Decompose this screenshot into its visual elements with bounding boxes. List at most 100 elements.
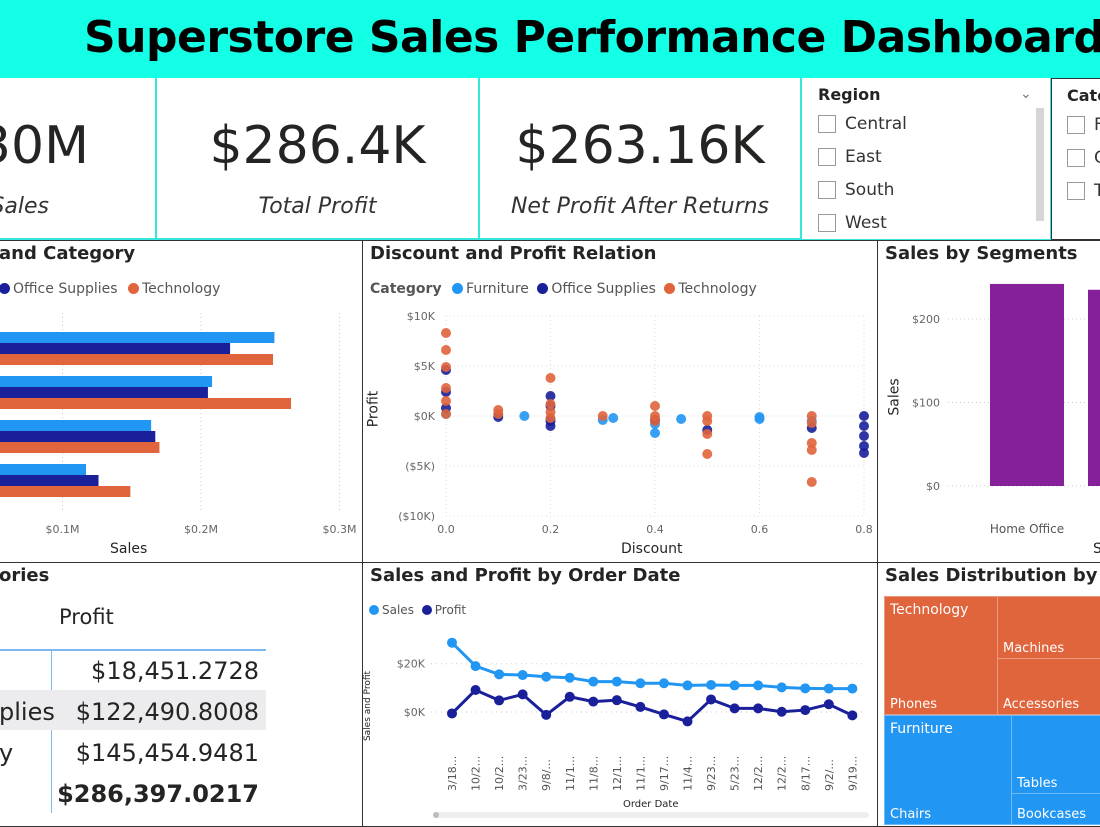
group-label: Furniture (890, 721, 953, 737)
bar-furniture (0, 376, 213, 387)
data-point-sales (658, 678, 669, 689)
item-label: Central (845, 114, 907, 134)
scatter-point-technology (702, 416, 713, 426)
data-point-sales (611, 676, 622, 687)
data-point-profit (729, 703, 740, 714)
x-tick-label: 0.4 (646, 523, 664, 536)
x-tick-label: 11/1... (564, 756, 577, 791)
horizontal-scrollbar[interactable] (433, 812, 869, 818)
table-row[interactable]: $18,451.2728 (0, 651, 266, 692)
data-point-profit (847, 710, 858, 721)
scatter-point-furniture (608, 413, 619, 423)
cell-profit: $18,451.2728 (91, 657, 259, 685)
slicer-item[interactable]: O (1067, 148, 1100, 170)
item-label: T (1094, 181, 1100, 201)
chart-title: Sales by Segments (885, 243, 1078, 264)
checkbox[interactable] (818, 181, 836, 199)
table-row[interactable]: plies $122,490.8008 (0, 692, 266, 733)
data-point-profit (706, 694, 717, 705)
scatter-plot: $10K $5K $0K ($5K) ($10K)0.0 0.2 0.4 0.6 0.8 (398, 310, 873, 536)
checkbox[interactable] (1067, 182, 1085, 200)
cell-total: $286,397.0217 (57, 780, 259, 808)
slicer-item-west[interactable]: West (818, 213, 887, 235)
kpi-label: Net Profit After Returns (510, 194, 770, 219)
y-tick-label: $0K (404, 706, 426, 719)
data-point-sales (729, 680, 740, 691)
slicer-title: Region (818, 85, 881, 104)
bar-furniture (0, 332, 275, 343)
slicer-scrollbar[interactable] (1036, 108, 1044, 221)
row-highlight (0, 690, 266, 730)
slicer-item[interactable]: T (1067, 181, 1100, 203)
legend-label: Office Supplies (13, 281, 118, 297)
cell-category: y (0, 739, 14, 767)
x-axis-title: Order Date (623, 799, 679, 810)
treemap-tile-bookcases[interactable]: Bookcases (1011, 793, 1100, 825)
chart-title: Sales and Profit by Order Date (370, 565, 681, 586)
scatter-point-office_supplies (859, 411, 869, 421)
legend-label: Technology (678, 281, 757, 297)
slicer-item-east[interactable]: East (818, 147, 882, 169)
data-point-profit (658, 709, 669, 720)
data-point-sales (847, 683, 858, 694)
chart-title: and Category (0, 243, 136, 264)
scatter-point-office_supplies (859, 441, 869, 451)
legend-label: Profit (434, 603, 467, 617)
bar-furniture (0, 420, 152, 431)
scrollbar-thumb[interactable] (433, 812, 439, 818)
checkbox[interactable] (1067, 149, 1085, 167)
treemap-tile-machines[interactable]: Machines (997, 596, 1100, 659)
tile-label: Machines (1003, 641, 1065, 656)
x-tick-label: 9/17... (658, 756, 671, 791)
item-label: South (845, 180, 895, 200)
data-point-sales (517, 670, 528, 681)
treemap-tile-tables[interactable]: Tables (1011, 715, 1100, 794)
table-total-row: $286,397.0217 (0, 774, 266, 815)
data-point-sales (564, 672, 575, 683)
x-axis-title: Sales (110, 541, 148, 557)
x-tick-label: 11/4... (682, 756, 695, 791)
checkbox[interactable] (1067, 116, 1085, 134)
checkbox[interactable] (818, 214, 836, 232)
sales-by-region-category-chart: and Category Office Supplies Technology … (0, 240, 363, 563)
scatter-point-office_supplies (859, 421, 869, 431)
bar-furniture (0, 464, 87, 475)
scatter-point-technology (441, 345, 451, 355)
region-slicer: Region ⌄ Central East South West (801, 78, 1051, 240)
scatter-point-technology (702, 449, 713, 459)
scatter-point-furniture (650, 428, 660, 438)
y-tick-label: ($5K) (405, 460, 435, 473)
x-axis-title: Discount (621, 541, 683, 557)
y-axis-title: Sales (886, 378, 903, 416)
slicer-item-central[interactable]: Central (818, 114, 907, 136)
data-point-profit (635, 701, 646, 712)
scatter-point-technology (650, 401, 660, 411)
data-point-profit (611, 695, 622, 706)
y-tick-label: $0K (414, 410, 436, 423)
data-point-sales (706, 679, 717, 690)
checkbox[interactable] (818, 115, 836, 133)
segment-bar (990, 283, 1064, 486)
treemap-tile-phones[interactable]: Technology Phones (884, 596, 998, 715)
table-body: $18,451.2728 plies $122,490.8008 y $145,45… (0, 651, 266, 815)
checkbox[interactable] (818, 148, 836, 166)
bar-office_supplies (0, 387, 208, 398)
column-header-profit[interactable]: Profit (59, 605, 114, 629)
treemap-tile-chairs[interactable]: Furniture Chairs (884, 715, 1012, 825)
slicer-item[interactable]: F (1067, 115, 1100, 137)
x-tick-label: 12/1... (611, 756, 624, 791)
header-banner: Superstore Sales Performance Dashboards (0, 0, 1100, 78)
slicer-item-south[interactable]: South (818, 180, 894, 202)
bar-chart-plot: $0.1M $0.2M $0.3M (0, 313, 356, 536)
table-row[interactable]: y $145,454.9481 (0, 733, 266, 774)
cell-profit: $145,454.9481 (75, 739, 259, 767)
tile-label: Chairs (890, 807, 932, 822)
kpi-card-net-profit: $263.16K Net Profit After Returns (478, 78, 802, 240)
x-tick-label: 0.0 (437, 523, 455, 536)
table-title: ories (0, 565, 50, 586)
treemap-tile-accessories[interactable]: Accessories (997, 658, 1100, 715)
chevron-down-icon[interactable]: ⌄ (1020, 86, 1032, 102)
data-point-profit (494, 695, 505, 706)
x-axis-title: S (1093, 541, 1100, 557)
scatter-point-technology (650, 416, 660, 426)
